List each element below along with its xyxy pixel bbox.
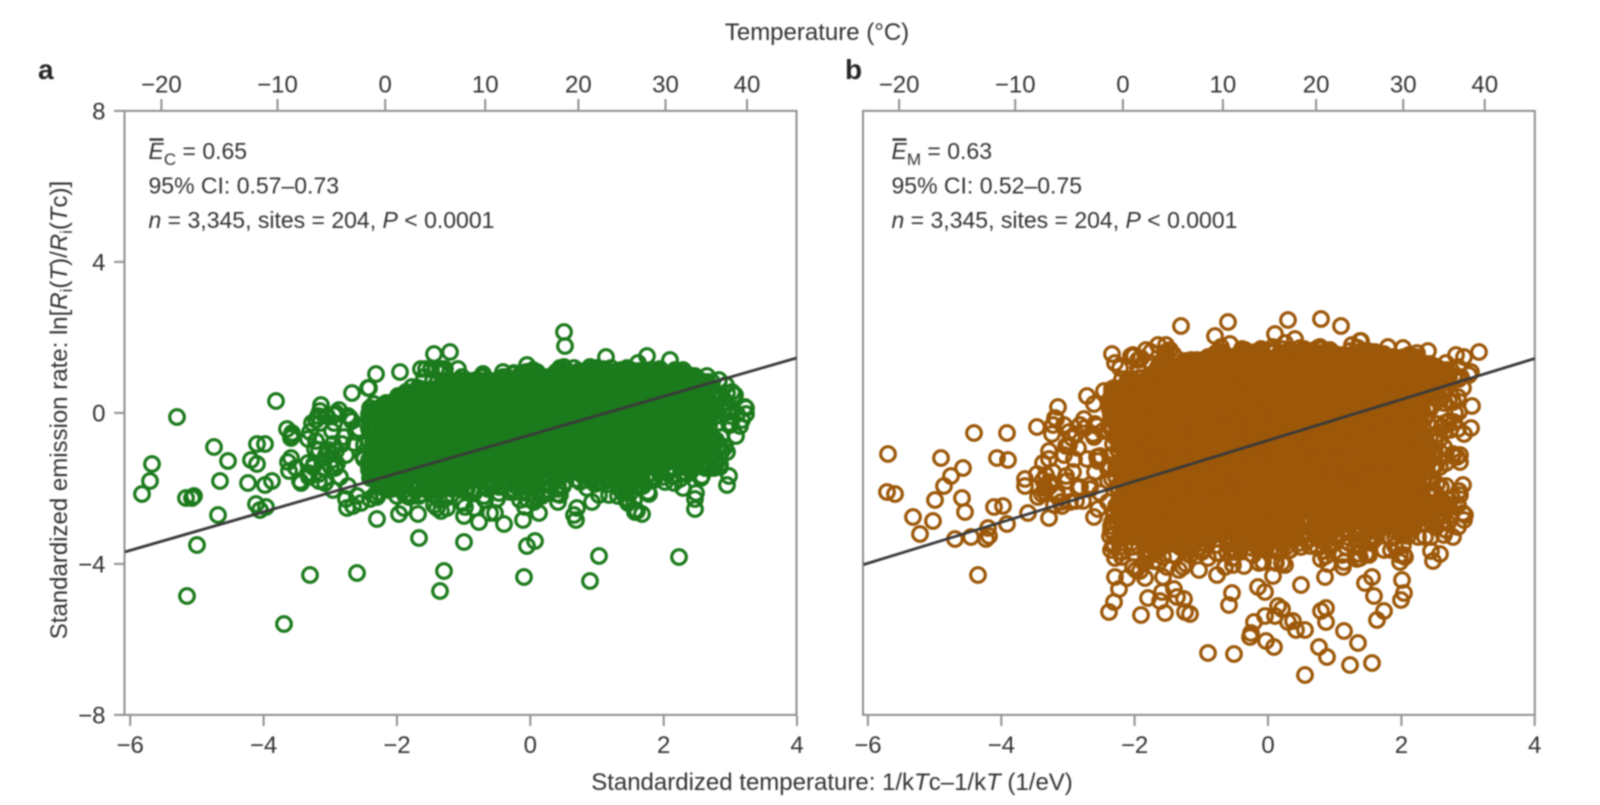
svg-text:n = 3,345, sites = 204, P < 0.: n = 3,345, sites = 204, P < 0.0001 — [149, 207, 495, 233]
svg-text:4: 4 — [1528, 732, 1541, 759]
svg-text:−4: −4 — [988, 732, 1015, 759]
svg-text:30: 30 — [1390, 72, 1417, 99]
svg-text:20: 20 — [1303, 72, 1330, 99]
svg-text:−4: −4 — [78, 551, 105, 578]
svg-text:30: 30 — [652, 72, 679, 99]
svg-text:EM = 0.63: EM = 0.63 — [892, 138, 993, 169]
svg-text:0: 0 — [1261, 732, 1274, 759]
svg-text:2: 2 — [1395, 732, 1408, 759]
svg-text:20: 20 — [565, 72, 592, 99]
svg-text:−6: −6 — [117, 732, 144, 759]
svg-text:0: 0 — [524, 732, 537, 759]
svg-text:−6: −6 — [854, 732, 881, 759]
svg-text:−2: −2 — [383, 732, 410, 759]
svg-text:4: 4 — [790, 732, 803, 759]
svg-text:0: 0 — [92, 400, 105, 427]
svg-text:EC = 0.65: EC = 0.65 — [149, 138, 248, 169]
svg-text:2: 2 — [657, 732, 670, 759]
svg-text:0: 0 — [1116, 72, 1129, 99]
svg-text:10: 10 — [1210, 72, 1237, 99]
svg-text:−20: −20 — [141, 72, 182, 99]
svg-text:−2: −2 — [1121, 732, 1148, 759]
svg-text:Standardized emission rate: ln: Standardized emission rate: ln[Ri(T)/Ri(… — [46, 181, 76, 639]
svg-text:b: b — [845, 54, 862, 85]
svg-text:95% CI: 0.57–0.73: 95% CI: 0.57–0.73 — [149, 173, 340, 199]
svg-text:4: 4 — [92, 249, 105, 276]
svg-text:−10: −10 — [995, 72, 1036, 99]
svg-text:Standardized temperature: 1/kT: Standardized temperature: 1/kTc–1/kT (1/… — [591, 769, 1073, 796]
svg-text:0: 0 — [379, 72, 392, 99]
svg-text:Temperature (°C): Temperature (°C) — [725, 19, 909, 46]
svg-text:95% CI: 0.52–0.75: 95% CI: 0.52–0.75 — [892, 173, 1083, 199]
svg-text:n = 3,345, sites = 204, P < 0.: n = 3,345, sites = 204, P < 0.0001 — [892, 207, 1238, 233]
svg-text:−4: −4 — [250, 732, 277, 759]
svg-text:10: 10 — [472, 72, 499, 99]
svg-text:8: 8 — [92, 98, 105, 125]
svg-text:−10: −10 — [257, 72, 298, 99]
svg-text:40: 40 — [734, 72, 761, 99]
svg-text:40: 40 — [1471, 72, 1498, 99]
svg-text:a: a — [38, 54, 54, 85]
svg-text:−20: −20 — [879, 72, 920, 99]
svg-text:−8: −8 — [78, 702, 105, 729]
